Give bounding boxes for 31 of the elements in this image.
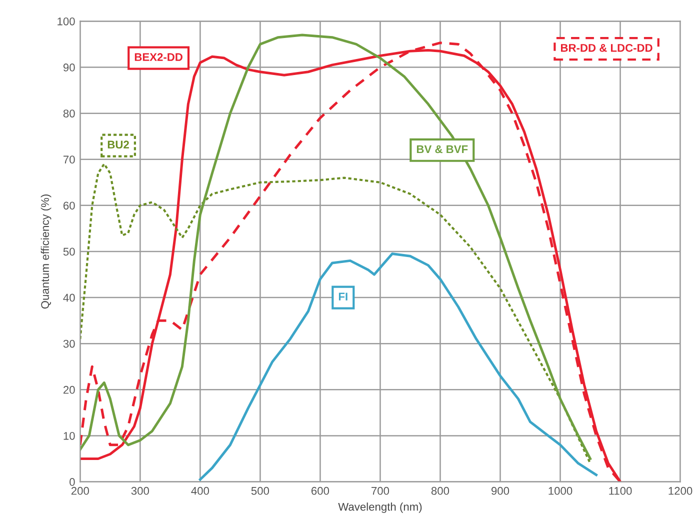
x-tick-label: 500 [251,486,270,495]
line-series [80,162,592,464]
y-tick-label: 20 [63,386,75,394]
y-tick-label: 10 [64,432,75,440]
y-tick-label: 40 [63,294,75,302]
x-axis-title: Wavelength (nm) [338,502,422,513]
text: FI [338,292,348,300]
line-series [198,252,598,481]
y-tick-label: 0 [70,478,75,486]
x-tick-label: 1100 [609,486,632,495]
y-tick-label: 50 [63,248,75,256]
x-tick-label: 900 [491,486,510,495]
series-label: BV & BVF [416,145,468,154]
x-tick-label: 200 [71,486,89,495]
y-tick-label: 70 [64,156,75,164]
x-tick-label: 400 [191,486,210,495]
x-tick-label: 700 [372,486,390,495]
y-axis-title: Quantum efficiency (%) [40,194,52,309]
x-tick-label: 600 [312,486,330,495]
y-tick-label: 30 [63,340,75,348]
y-tick-label: 100 [58,17,75,26]
series-label: BEX2-DD [134,53,182,61]
x-tick-label: 800 [431,486,450,495]
series-label: BU2 [108,140,129,149]
x-tick-label: 1000 [548,486,572,495]
x-tick-label: 300 [131,486,149,495]
x-tick-label: 1200 [668,486,692,495]
text: BR-DD & LDC-DD [560,44,652,52]
y-tick-label: 90 [63,64,75,72]
y-tick-label: 60 [64,202,75,210]
y-tick-label: 80 [63,110,75,118]
